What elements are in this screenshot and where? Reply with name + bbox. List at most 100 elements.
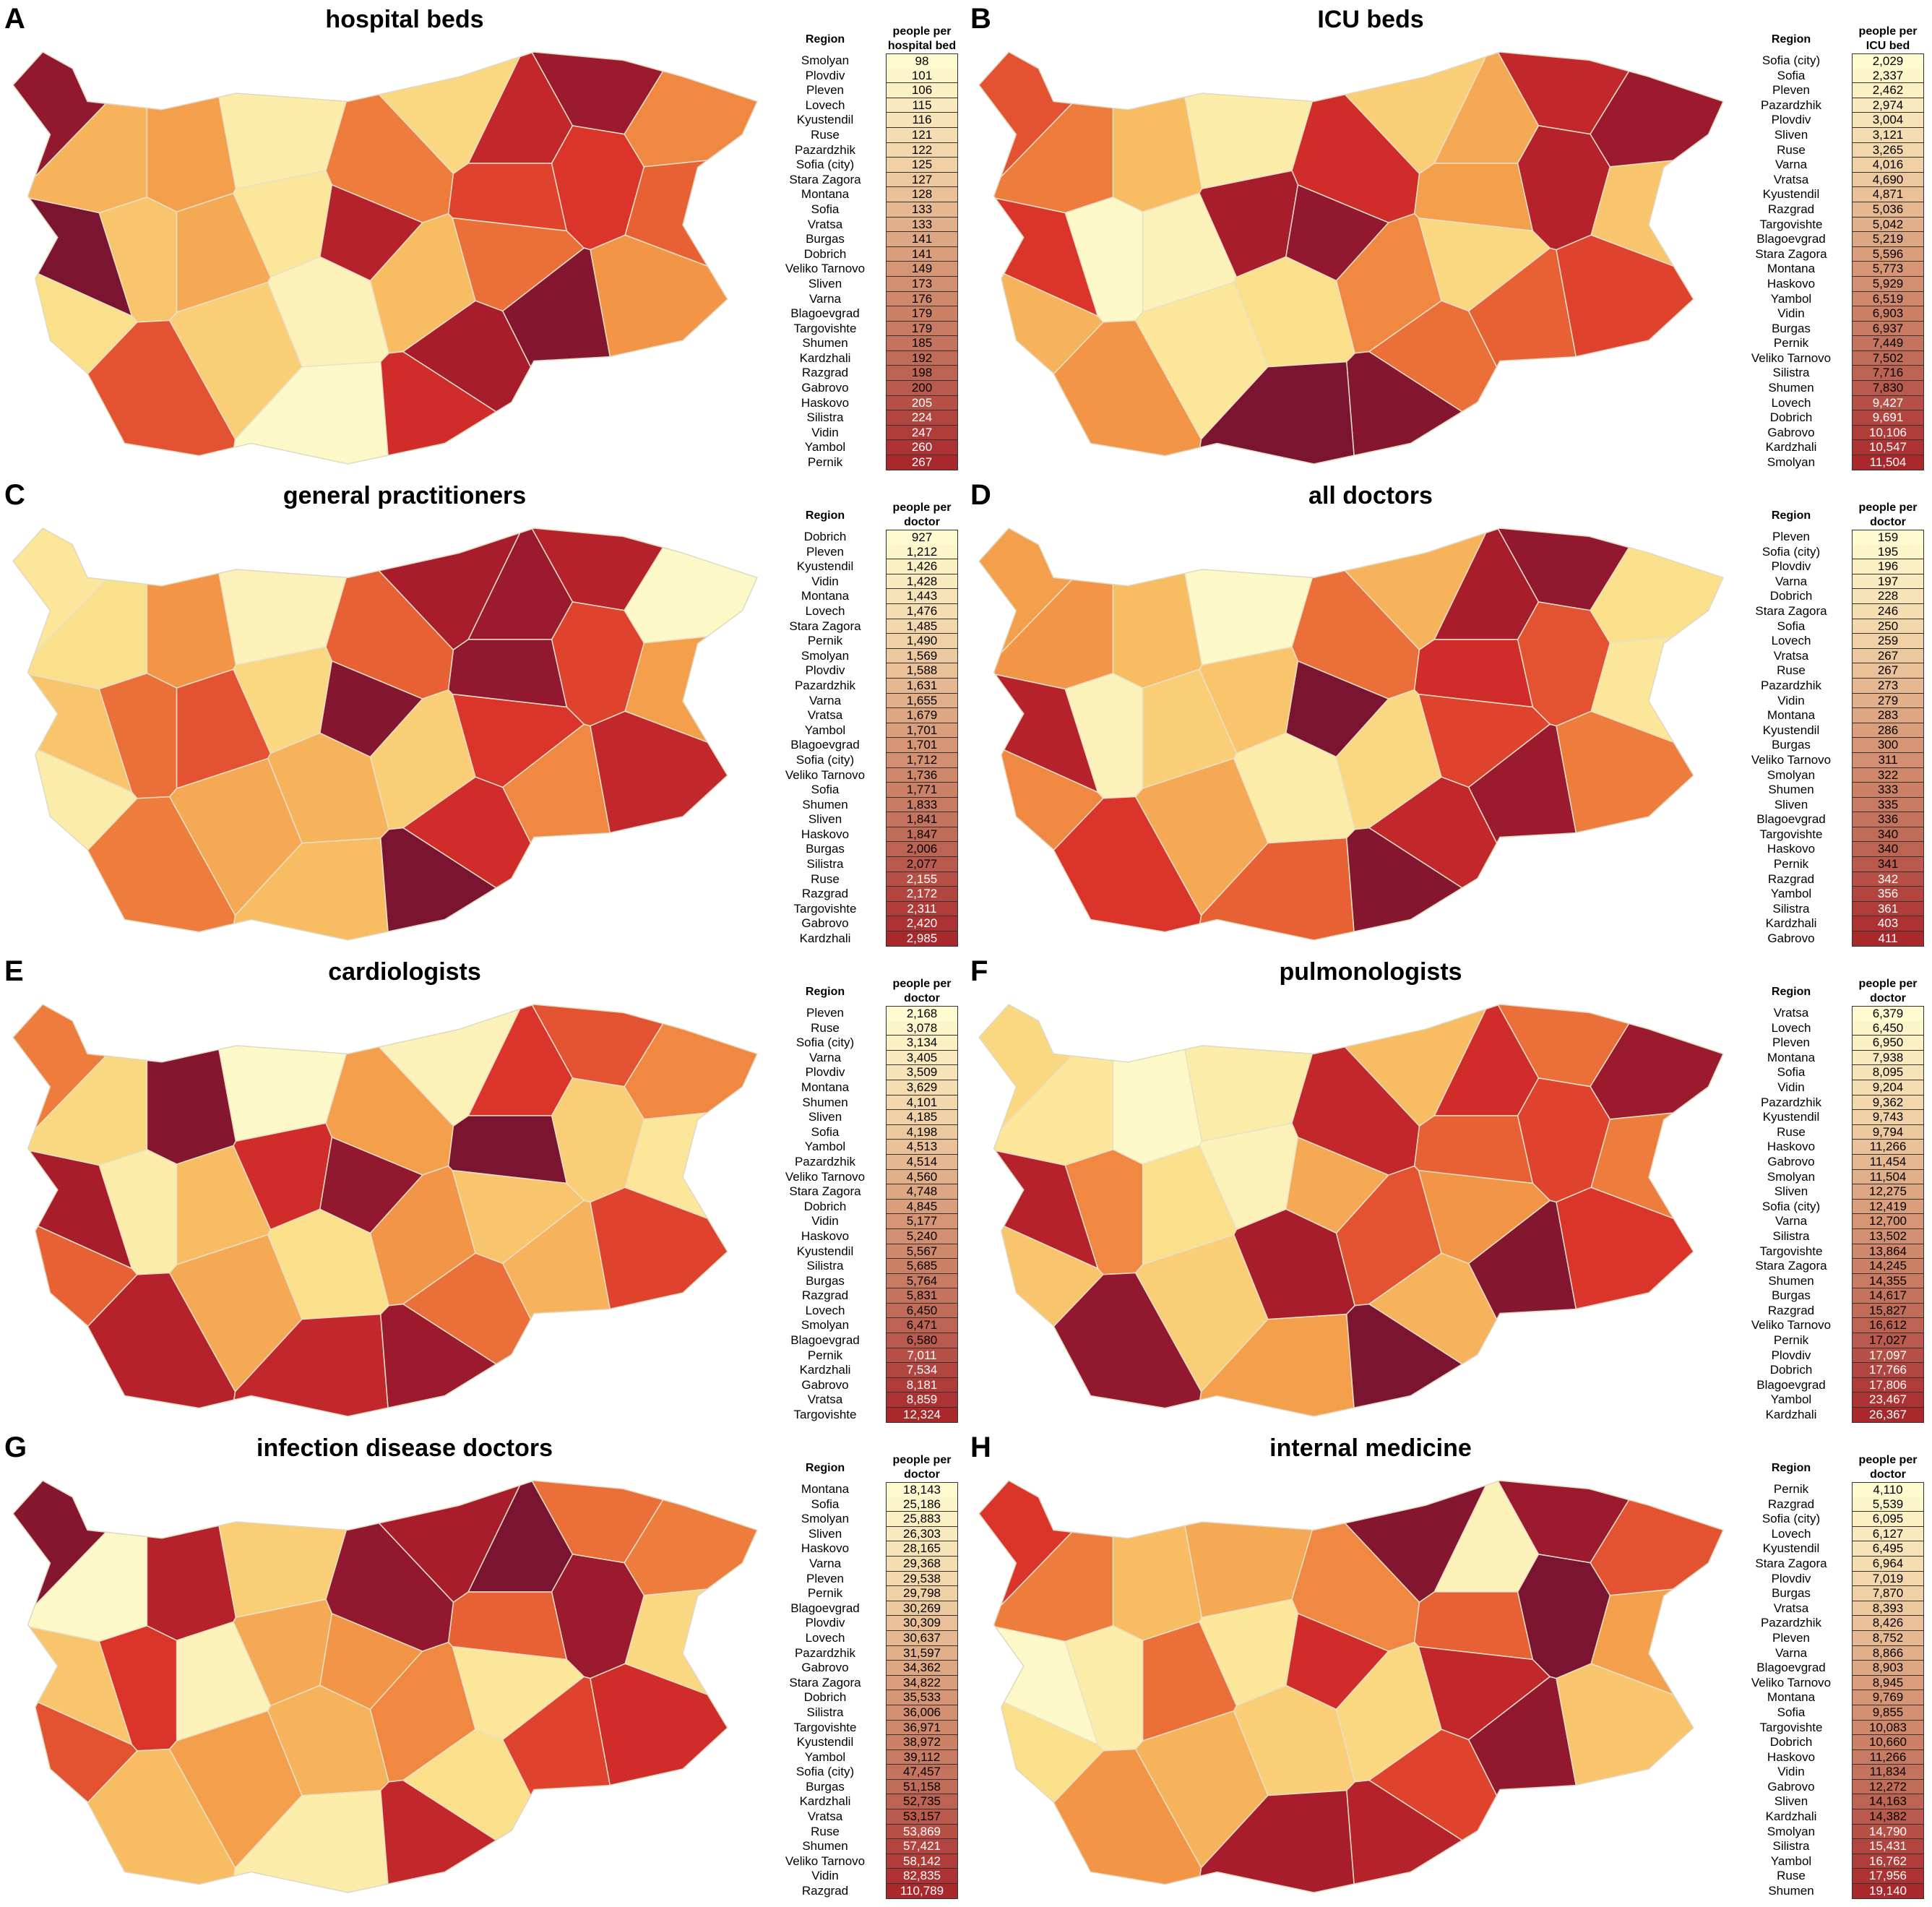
value-cell: 6,450 <box>886 1303 958 1319</box>
table-row: Targovishte 13,864 <box>1733 1244 1928 1260</box>
region-name: Smolyan <box>801 648 850 663</box>
region-name: Pazardzhik <box>1760 98 1822 112</box>
region-name: Kyustendil <box>1762 1110 1820 1124</box>
table-row: Yambol 39,112 <box>767 1749 962 1765</box>
region-name: Sofia (city) <box>1761 1512 1821 1526</box>
value-cell: 198 <box>886 366 958 382</box>
table-row: Gabrovo 34,362 <box>767 1661 962 1676</box>
table-row: Plovdiv 17,097 <box>1733 1348 1928 1364</box>
region-name: Veliko Tarnovo <box>1751 350 1832 365</box>
value-cell: 3,078 <box>886 1020 958 1036</box>
table-row: Sliven 4,185 <box>767 1110 962 1125</box>
table-row: Montana 128 <box>767 187 962 202</box>
table-row: Targovishte 36,971 <box>767 1720 962 1736</box>
table-row: Vratsa 53,157 <box>767 1809 962 1825</box>
value-cell: 1,701 <box>886 723 958 739</box>
region-name: Haskovo <box>801 827 850 841</box>
value-cell: 10,547 <box>1852 440 1924 456</box>
value-cell: 141 <box>886 232 958 247</box>
value-cell: 1,771 <box>886 783 958 798</box>
region-name: Razgrad <box>801 1884 849 1898</box>
value-cell: 267 <box>1852 663 1924 679</box>
table-row: Razgrad 110,789 <box>767 1884 962 1899</box>
region <box>1285 660 1390 758</box>
region-name: Veliko Tarnovo <box>785 767 866 782</box>
table-row: Vratsa 8,859 <box>767 1392 962 1408</box>
table-row: Montana 9,769 <box>1733 1690 1928 1705</box>
region-header: Region <box>1771 509 1811 522</box>
regions <box>13 1004 757 1416</box>
region-name: Blagoevgrad <box>790 306 860 321</box>
table-row: Sliven 14,163 <box>1733 1794 1928 1810</box>
table-row: Shumen 1,833 <box>767 797 962 813</box>
region-name: Sofia <box>1777 619 1806 633</box>
table-row: Vratsa 267 <box>1733 648 1928 664</box>
region-name: Smolyan <box>1767 767 1816 782</box>
region-name: Sofia (city) <box>1761 53 1821 67</box>
table-row: Veliko Tarnovo 149 <box>767 262 962 277</box>
table-row: Sofia 4,198 <box>767 1124 962 1140</box>
value-cell: 38,972 <box>886 1735 958 1750</box>
region-name: Targovishte <box>793 321 857 335</box>
value-cell: 14,617 <box>1852 1288 1924 1304</box>
table-row: Shumen 185 <box>767 336 962 351</box>
value-cell: 5,177 <box>886 1214 958 1229</box>
region-name: Sliven <box>1774 1794 1808 1809</box>
region-name: Pernik <box>1773 1333 1809 1348</box>
value-cell: 322 <box>1852 767 1924 783</box>
table-row: Razgrad 5,831 <box>767 1288 962 1304</box>
value-cell: 7,830 <box>1852 381 1924 396</box>
region-name: Gabrovo <box>1767 1779 1815 1794</box>
region-name: Veliko Tarnovo <box>1751 752 1832 767</box>
region-name: Blagoevgrad <box>1756 812 1826 827</box>
table-row: Smolyan 11,504 <box>1733 455 1928 470</box>
value-cell: 6,964 <box>1852 1556 1924 1572</box>
table-row: Vidin 82,835 <box>767 1869 962 1885</box>
region-name: Pernik <box>1773 857 1809 871</box>
region <box>447 639 568 708</box>
table-row: Ruse 121 <box>767 127 962 143</box>
region-name: Yambol <box>804 723 846 737</box>
value-cell: 9,794 <box>1852 1124 1924 1140</box>
region <box>467 1004 574 1116</box>
value-cell: 36,006 <box>886 1705 958 1721</box>
region-name: Montana <box>1767 262 1816 276</box>
value-cell: 260 <box>886 440 958 456</box>
region <box>146 528 237 689</box>
region-name: Kardzhali <box>799 350 851 365</box>
table-row: Vratsa 6,379 <box>1733 1006 1928 1022</box>
table-row: Pernik 7,011 <box>767 1348 962 1364</box>
table-row: Sofia (city) 2,029 <box>1733 53 1928 69</box>
region-name: Lovech <box>805 1630 845 1645</box>
table-row: Plovdiv 30,309 <box>767 1616 962 1631</box>
value-cell: 5,219 <box>1852 232 1924 247</box>
value-cell: 3,405 <box>886 1050 958 1066</box>
value-cell: 5,764 <box>886 1273 958 1289</box>
regions <box>979 1004 1723 1416</box>
region-name: Lovech <box>1771 395 1811 410</box>
table-row: Burgas 300 <box>1733 738 1928 753</box>
value-cell: 36,971 <box>886 1720 958 1736</box>
region <box>624 52 757 168</box>
table-row: Targovishte 179 <box>767 321 962 337</box>
value-cell: 121 <box>886 127 958 143</box>
value-cell: 10,660 <box>1852 1735 1924 1750</box>
table-row: Varna 8,866 <box>1733 1645 1928 1661</box>
table-row: Haskovo 1,847 <box>767 827 962 843</box>
region-name: Targovishte <box>1759 1720 1823 1734</box>
region <box>1556 234 1723 464</box>
value-cell: 283 <box>1852 708 1924 723</box>
regions <box>979 1481 1723 1893</box>
value-cell: 2,974 <box>1852 98 1924 113</box>
table-row: Varna 176 <box>767 291 962 307</box>
value-cell: 196 <box>1852 559 1924 574</box>
value-cell: 176 <box>886 291 958 307</box>
region-name: Burgas <box>1772 1288 1811 1303</box>
value-cell: 7,870 <box>1852 1586 1924 1601</box>
table-row: Burgas 2,006 <box>767 842 962 858</box>
value-cell: 17,097 <box>1852 1348 1924 1364</box>
table-row: Gabrovo 12,272 <box>1733 1779 1928 1795</box>
region <box>590 1187 757 1416</box>
